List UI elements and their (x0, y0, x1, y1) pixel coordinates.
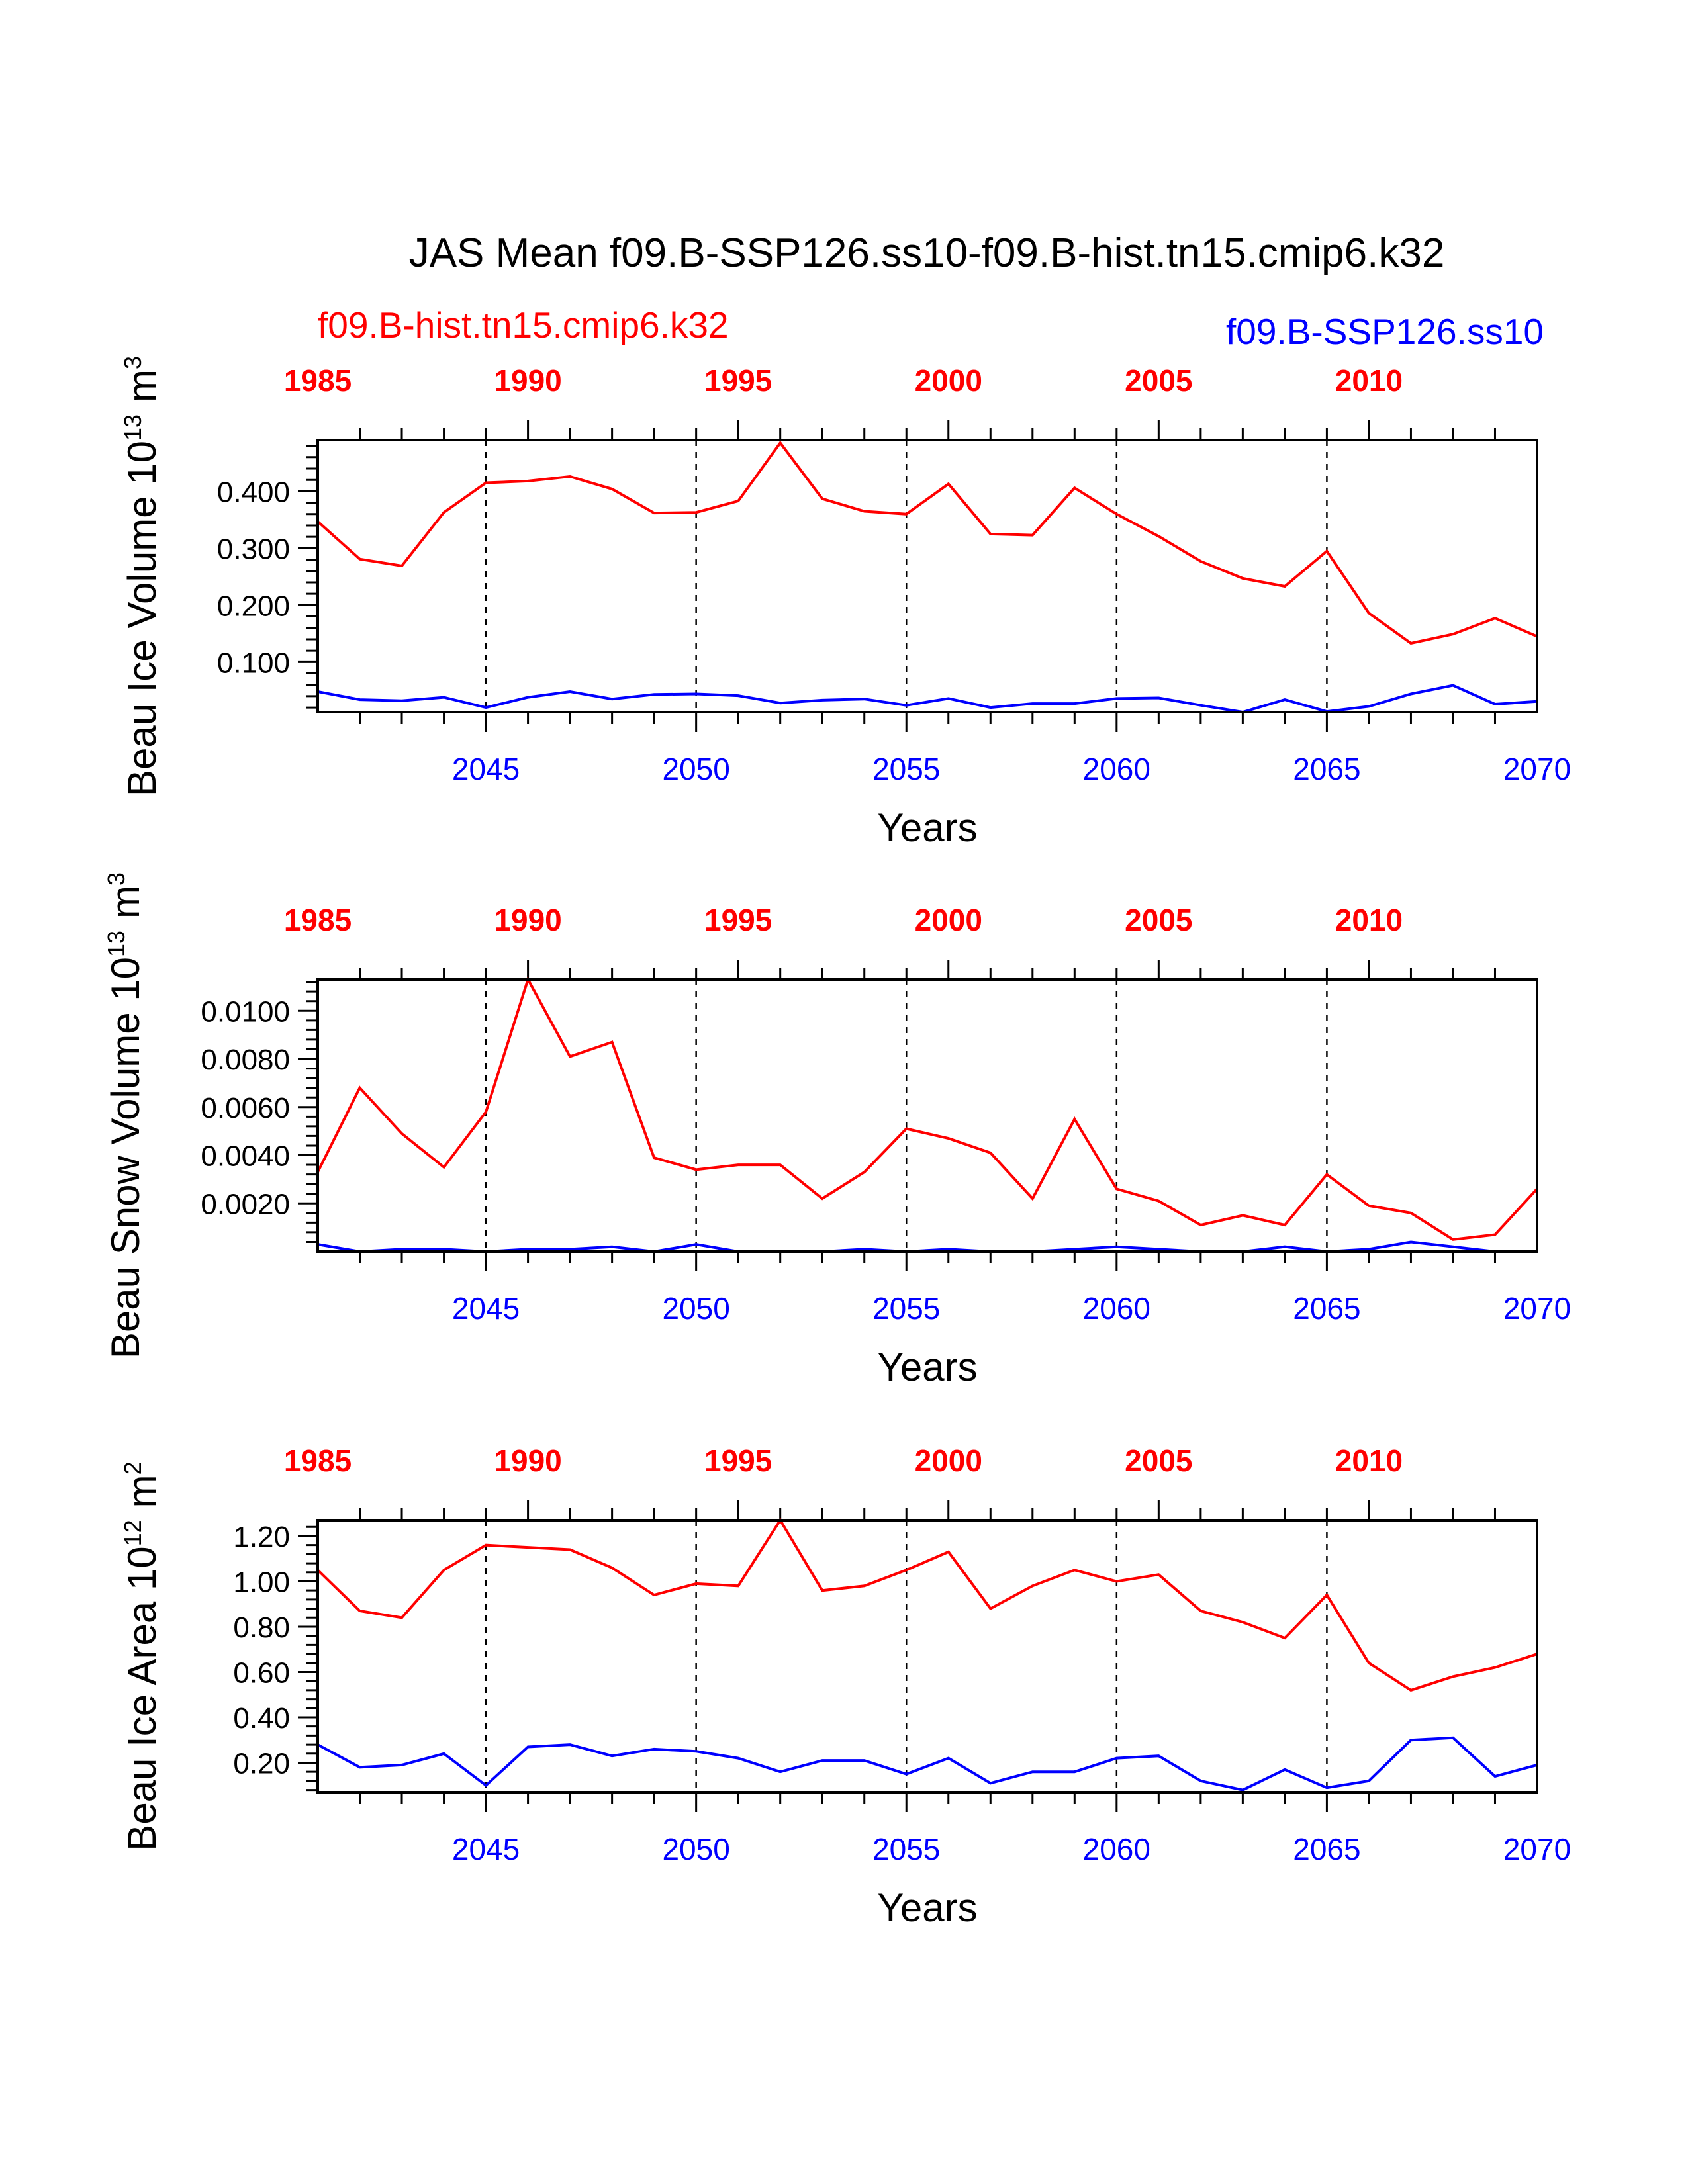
x-tick-label-top: 2000 (915, 363, 982, 398)
x-tick-label-top: 1985 (284, 1443, 352, 1478)
series-line-ssp (317, 1736, 1538, 1792)
y-axis-label-part: 3 (119, 356, 146, 369)
series-line-hist (316, 440, 1538, 645)
x-tick-label-bottom: 2055 (872, 1832, 940, 1866)
x-tick-label-bottom: 2070 (1503, 1832, 1571, 1866)
x-tick-label-top: 1985 (284, 363, 352, 398)
x-tick-label-top: 2010 (1335, 1443, 1403, 1478)
x-tick-label-top: 1985 (284, 903, 352, 937)
y-axis-label-part: 13 (103, 931, 130, 957)
x-tick-label-top: 2010 (1335, 363, 1403, 398)
x-tick-label-bottom: 2065 (1293, 1291, 1360, 1326)
x-tick-label-top: 1995 (704, 363, 772, 398)
series-line-ssp (317, 684, 1538, 714)
legend-hist-label: f09.B-hist.tn15.cmip6.k32 (318, 304, 729, 345)
x-tick-label-top: 2005 (1125, 363, 1192, 398)
x-tick-label-bottom: 2060 (1083, 752, 1150, 786)
y-tick-label: 0.300 (217, 533, 290, 565)
y-axis-label-part: 2 (119, 1461, 146, 1475)
x-tick-label-top: 1995 (704, 903, 772, 937)
y-axis-label-part: m (103, 886, 148, 919)
figure-title: JAS Mean f09.B-SSP126.ss10-f09.B-hist.tn… (409, 230, 1445, 276)
y-tick-label: 0.200 (217, 590, 290, 622)
legend-ssp-label: f09.B-SSP126.ss10 (1226, 311, 1544, 352)
x-axis-label: Years (877, 1345, 977, 1389)
y-axis-label-part: Beau Ice Volume 10 (120, 441, 164, 796)
y-axis-label-part: Beau Snow Volume 10 (103, 957, 148, 1359)
x-tick-label-bottom: 2060 (1083, 1291, 1150, 1326)
series-line-hist (316, 976, 1538, 1241)
y-axis-label-part: 12 (119, 1520, 146, 1546)
x-tick-label-bottom: 2065 (1293, 1832, 1360, 1866)
x-tick-label-top: 1990 (494, 903, 561, 937)
x-tick-label-bottom: 2055 (872, 1291, 940, 1326)
x-tick-label-bottom: 2070 (1503, 1291, 1571, 1326)
y-axis-label: Beau Ice Volume 1013 m3 (119, 356, 164, 796)
y-tick-label: 0.0020 (201, 1188, 290, 1220)
x-axis-label: Years (877, 1886, 977, 1930)
chart-panel-1: 2045 2050 2055 2060 2065 2070 1985 1990 1995 2000… (119, 356, 1571, 850)
x-tick-label-top: 1990 (494, 1443, 561, 1478)
y-axis-label-part: 13 (119, 414, 146, 441)
y-axis-label: Beau Snow Volume 1013 m3 (103, 872, 148, 1359)
chart-panel-2: 2045 2050 2055 2060 2065 2070 1985 1990 1995 2000… (103, 872, 1571, 1389)
y-axis-label-part: m (120, 369, 164, 402)
series-line-hist (316, 1518, 1538, 1692)
y-tick-label: 0.0040 (201, 1140, 290, 1173)
y-tick-label: 1.20 (233, 1521, 290, 1553)
plot-frame (316, 439, 1538, 713)
x-axis-label: Years (877, 805, 977, 850)
y-tick-label: 0.0080 (201, 1044, 290, 1076)
x-tick-label-bottom: 2065 (1293, 752, 1360, 786)
x-tick-label-top: 2005 (1125, 903, 1192, 937)
y-tick-label: 0.20 (233, 1747, 290, 1780)
series-line-ssp (317, 1240, 1537, 1253)
x-tick-label-bottom: 2045 (452, 1832, 520, 1866)
x-tick-label-bottom: 2055 (872, 752, 940, 786)
y-tick-label: 1.00 (233, 1566, 290, 1598)
x-tick-label-bottom: 2050 (662, 1832, 729, 1866)
plot-frame (316, 978, 1538, 1253)
y-tick-label: 0.60 (233, 1657, 290, 1689)
x-tick-label-top: 2000 (915, 1443, 982, 1478)
x-tick-label-top: 2000 (915, 903, 982, 937)
x-tick-label-bottom: 2060 (1083, 1832, 1150, 1866)
x-tick-label-bottom: 2045 (452, 752, 520, 786)
chart-panel-3: 2045 2050 2055 2060 2065 2070 1985 1990 1995 2000… (119, 1443, 1571, 1930)
x-tick-label-bottom: 2070 (1503, 752, 1571, 786)
x-tick-label-bottom: 2045 (452, 1291, 520, 1326)
x-tick-label-bottom: 2050 (662, 752, 729, 786)
y-tick-label: 0.40 (233, 1702, 290, 1735)
y-axis-label-part: m (120, 1475, 164, 1508)
y-axis-label-part: 3 (103, 872, 130, 886)
x-tick-label-bottom: 2050 (662, 1291, 729, 1326)
y-tick-label: 0.80 (233, 1612, 290, 1644)
x-tick-label-top: 1990 (494, 363, 561, 398)
y-tick-label: 0.400 (217, 476, 290, 508)
chart-panels: 2045 2050 2055 2060 2065 2070 1985 1990 1995 2000… (103, 356, 1571, 1930)
y-tick-label: 0.0100 (201, 995, 290, 1028)
x-tick-label-top: 1995 (704, 1443, 772, 1478)
x-tick-label-top: 2005 (1125, 1443, 1192, 1478)
plot-frame (316, 1519, 1538, 1794)
y-tick-label: 0.100 (217, 647, 290, 679)
y-axis-label-part: Beau Ice Area 10 (120, 1546, 164, 1850)
y-tick-label: 0.0060 (201, 1092, 290, 1124)
y-axis-label: Beau Ice Area 1012 m2 (119, 1461, 164, 1850)
x-tick-label-top: 2010 (1335, 903, 1403, 937)
